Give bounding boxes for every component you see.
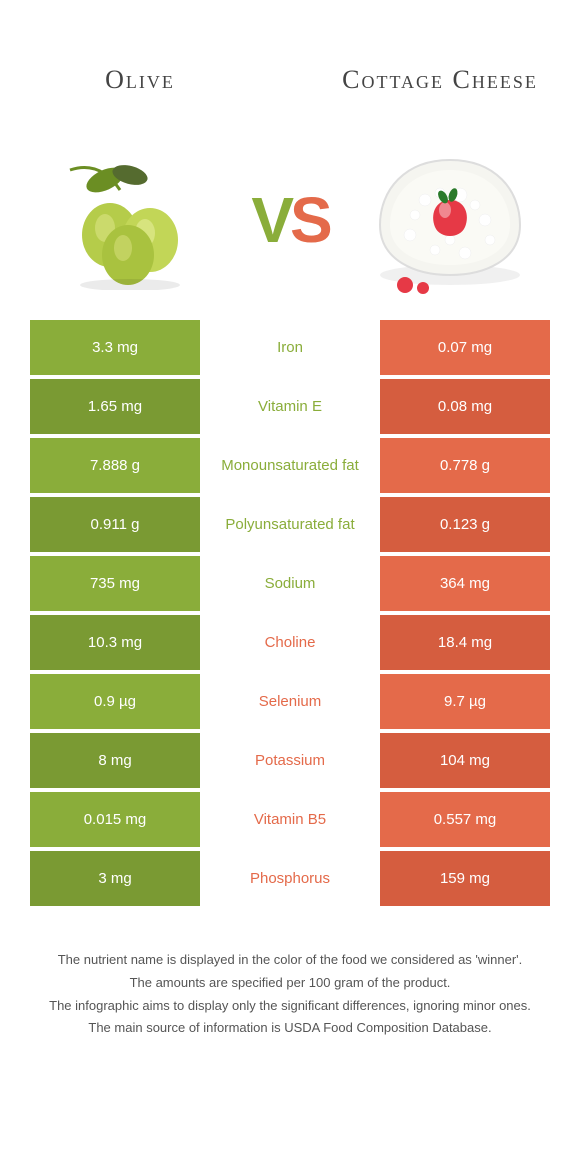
vs-v: V xyxy=(251,184,290,256)
value-left: 7.888 g xyxy=(30,438,200,493)
value-right: 0.123 g xyxy=(380,497,550,552)
nutrient-label: Sodium xyxy=(200,556,380,611)
value-right: 0.778 g xyxy=(380,438,550,493)
value-right: 9.7 µg xyxy=(380,674,550,729)
cheese-image xyxy=(360,145,540,295)
value-left: 0.015 mg xyxy=(30,792,200,847)
table-row: 735 mgSodium364 mg xyxy=(30,556,550,611)
nutrient-label: Choline xyxy=(200,615,380,670)
table-row: 3 mgPhosphorus159 mg xyxy=(30,851,550,906)
value-right: 18.4 mg xyxy=(380,615,550,670)
table-row: 8 mgPotassium104 mg xyxy=(30,733,550,788)
nutrient-table: 3.3 mgIron0.07 mg1.65 mgVitamin E0.08 mg… xyxy=(0,320,580,906)
value-left: 3 mg xyxy=(30,851,200,906)
image-row: VS xyxy=(0,140,580,320)
value-left: 0.911 g xyxy=(30,497,200,552)
table-row: 0.911 gPolyunsaturated fat0.123 g xyxy=(30,497,550,552)
value-right: 159 mg xyxy=(380,851,550,906)
value-right: 364 mg xyxy=(380,556,550,611)
title-right: Cottage Cheese xyxy=(340,65,540,95)
value-left: 10.3 mg xyxy=(30,615,200,670)
value-right: 104 mg xyxy=(380,733,550,788)
value-left: 0.9 µg xyxy=(30,674,200,729)
nutrient-label: Vitamin B5 xyxy=(200,792,380,847)
footer-line: The nutrient name is displayed in the co… xyxy=(40,950,540,971)
value-left: 8 mg xyxy=(30,733,200,788)
olive-image xyxy=(40,145,220,295)
table-row: 10.3 mgCholine18.4 mg xyxy=(30,615,550,670)
table-row: 1.65 mgVitamin E0.08 mg xyxy=(30,379,550,434)
header: Olive Cottage Cheese xyxy=(0,0,580,140)
nutrient-label: Iron xyxy=(200,320,380,375)
table-row: 3.3 mgIron0.07 mg xyxy=(30,320,550,375)
footer-line: The amounts are specified per 100 gram o… xyxy=(40,973,540,994)
table-row: 7.888 gMonounsaturated fat0.778 g xyxy=(30,438,550,493)
table-row: 0.015 mgVitamin B50.557 mg xyxy=(30,792,550,847)
nutrient-label: Polyunsaturated fat xyxy=(200,497,380,552)
vs-s: S xyxy=(290,184,329,256)
nutrient-label: Phosphorus xyxy=(200,851,380,906)
nutrient-label: Monounsaturated fat xyxy=(200,438,380,493)
value-left: 1.65 mg xyxy=(30,379,200,434)
nutrient-label: Vitamin E xyxy=(200,379,380,434)
value-left: 3.3 mg xyxy=(30,320,200,375)
value-right: 0.557 mg xyxy=(380,792,550,847)
footer-notes: The nutrient name is displayed in the co… xyxy=(0,910,580,1039)
nutrient-label: Selenium xyxy=(200,674,380,729)
nutrient-label: Potassium xyxy=(200,733,380,788)
value-right: 0.08 mg xyxy=(380,379,550,434)
table-row: 0.9 µgSelenium9.7 µg xyxy=(30,674,550,729)
footer-line: The main source of information is USDA F… xyxy=(40,1018,540,1039)
value-left: 735 mg xyxy=(30,556,200,611)
title-left: Olive xyxy=(40,65,240,95)
footer-line: The infographic aims to display only the… xyxy=(40,996,540,1017)
vs-label: VS xyxy=(251,183,328,257)
value-right: 0.07 mg xyxy=(380,320,550,375)
